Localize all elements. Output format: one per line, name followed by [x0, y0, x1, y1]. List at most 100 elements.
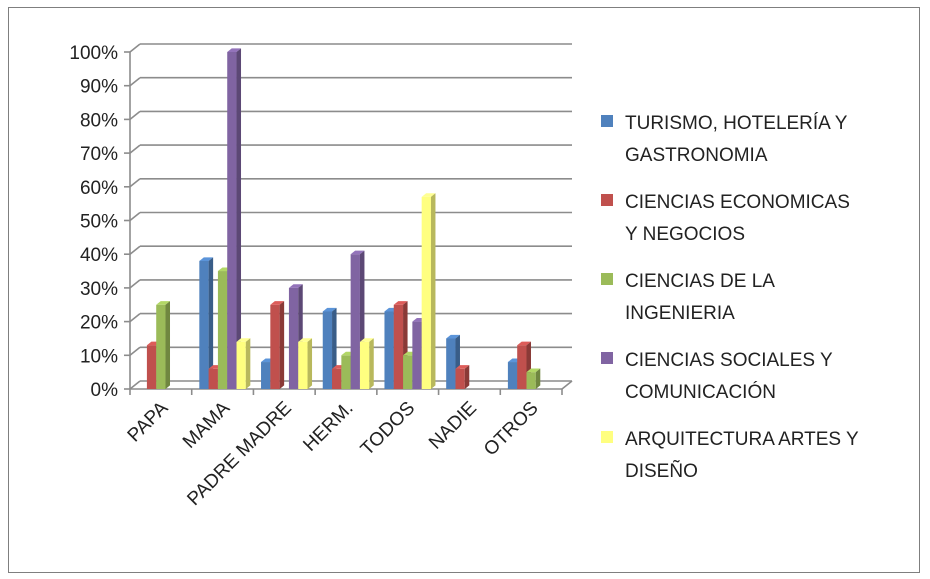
x-tick-label: PADRE MADRE [183, 398, 295, 510]
x-tick-label: MAMA [179, 397, 234, 452]
bar-side [236, 48, 242, 390]
x-tick-label: PAPA [124, 397, 173, 446]
bar-top [322, 307, 337, 312]
bar-front [270, 304, 280, 389]
bar-side [307, 338, 313, 389]
y-tick-label: 60% [80, 178, 118, 199]
legend-swatch [601, 194, 613, 206]
bar-front [507, 362, 518, 389]
bar-side [279, 301, 285, 389]
bar-chart: 0% 10% 20% 30% 40% 50% 60% 70% 80% 90% 100% PAPA MAM… [69, 43, 859, 510]
y-tick-label: 90% [80, 77, 118, 98]
bar-side [464, 365, 470, 389]
y-tick-label: 70% [80, 144, 118, 165]
bar-top [270, 301, 285, 305]
legend-label: INGENIERIA [625, 303, 735, 324]
bar-front [236, 341, 246, 389]
bar-side [245, 338, 251, 389]
legend-label: GASTRONOMIA [625, 145, 768, 166]
bar-top [359, 338, 374, 342]
bar-front [227, 52, 237, 389]
bar-top [236, 338, 251, 342]
legend-label: CIENCIAS DE LA [625, 271, 775, 292]
bar-front [298, 341, 308, 389]
bar [270, 301, 285, 389]
y-tick-label: 20% [80, 313, 118, 334]
legend-label: COMUNICACIÓN [625, 381, 776, 403]
bar-top [526, 368, 541, 373]
bar-top [446, 334, 460, 339]
legend-item: CIENCIAS SOCIALES Y COMUNICACIÓN [601, 350, 833, 403]
legend-item: TURISMO, HOTELERÍA Y GASTRONOMIA [601, 113, 848, 166]
chart-frame: 0% 10% 20% 30% 40% 50% 60% 70% 80% 90% 100% PAPA MAM… [8, 7, 920, 573]
bar-side [430, 193, 436, 389]
bar [236, 338, 251, 389]
y-tick-label: 0% [91, 380, 119, 401]
bar-front [446, 338, 456, 389]
bar-side [535, 368, 541, 389]
bars [146, 48, 541, 390]
x-tick-label: TODOS [357, 398, 419, 460]
bar [455, 365, 470, 389]
y-tick-label: 80% [80, 110, 118, 131]
bar-front [412, 321, 422, 389]
x-tick-label: NADIE [425, 398, 481, 454]
bar-top [288, 284, 303, 288]
legend: TURISMO, HOTELERÍA Y GASTRONOMIA CIENCIAS … [601, 113, 859, 482]
y-tick-label: 50% [80, 212, 118, 233]
y-tick-label: 100% [69, 43, 118, 64]
bar-front [384, 311, 394, 389]
legend-swatch [601, 115, 613, 127]
legend-label: TURISMO, HOTELERÍA Y [625, 113, 848, 134]
gridline-diagonal [129, 144, 141, 154]
gridline-diagonal [129, 77, 141, 87]
gridline-diagonal [129, 279, 141, 289]
legend-label: ARQUITECTURA ARTES Y [625, 429, 859, 450]
legend-item: CIENCIAS DE LA INGENIERIA [601, 271, 775, 324]
y-tick-label: 30% [80, 279, 118, 300]
bar-front [146, 345, 157, 389]
bar-top [421, 193, 436, 197]
gridline-diagonal [129, 43, 141, 53]
bar-front [156, 304, 166, 389]
legend-item: CIENCIAS ECONOMICAS Y NEGOCIOS [601, 192, 850, 245]
bar [156, 301, 171, 389]
bar-front [322, 311, 333, 389]
legend-item: ARQUITECTURA ARTES Y DISEÑO [601, 429, 859, 482]
bar-front [217, 271, 228, 389]
bar [298, 338, 313, 389]
bar-top [298, 338, 313, 342]
bar [199, 257, 214, 389]
bar-front [403, 355, 413, 389]
bar-front [455, 368, 465, 389]
legend-label: CIENCIAS ECONOMICAS [625, 192, 850, 213]
bar [359, 338, 374, 389]
bar-front [517, 345, 527, 389]
bar-front [393, 304, 404, 389]
bar [421, 193, 436, 389]
gridline-diagonal [129, 245, 141, 255]
bar [227, 48, 242, 390]
bar-front [359, 341, 370, 389]
bar [526, 368, 541, 389]
y-tick-label: 10% [80, 346, 118, 367]
gridline-diagonal [129, 211, 141, 222]
bar-front [332, 368, 342, 389]
bar-side [369, 338, 374, 389]
bar-front [341, 355, 351, 389]
legend-label: DISEÑO [625, 460, 698, 482]
gridline-diagonal [129, 346, 141, 356]
bar-front [526, 372, 536, 389]
gridline-diagonal [129, 110, 141, 121]
gridline-diagonal [129, 380, 141, 390]
gridline-diagonal [129, 178, 141, 188]
legend-label: CIENCIAS SOCIALES Y [625, 350, 833, 371]
floor-edge [561, 380, 573, 390]
legend-swatch [601, 352, 613, 364]
legend-label: Y NEGOCIOS [625, 224, 745, 245]
bar-top [350, 250, 365, 255]
bar-side [208, 257, 214, 389]
bar-top [227, 48, 242, 52]
gridline-diagonal [129, 312, 141, 323]
bar-front [208, 368, 218, 389]
